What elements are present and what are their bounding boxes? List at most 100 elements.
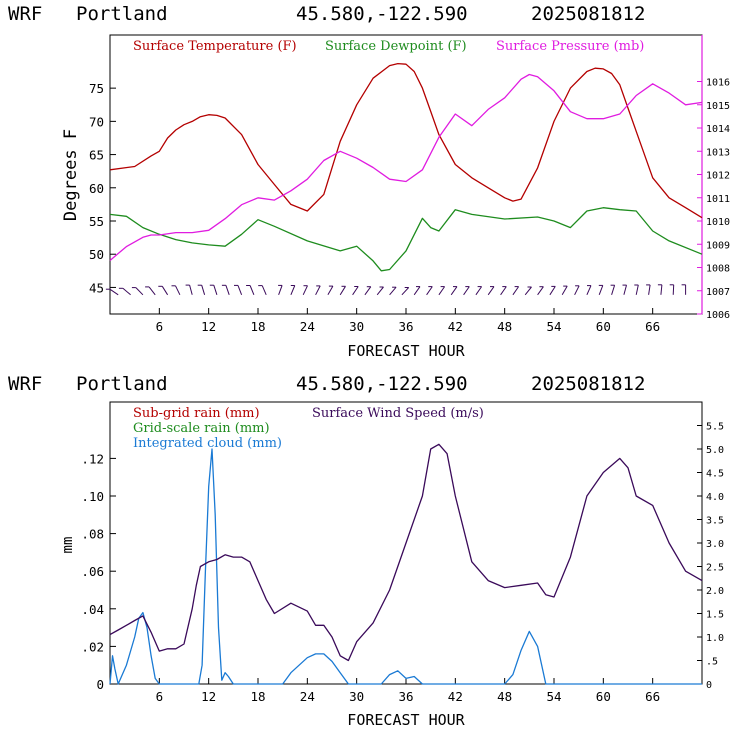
- top-chart: WRF Portland 45.580,-122.590 2025081812 …: [8, 3, 730, 360]
- wind-barb: [225, 285, 230, 295]
- x-tick-label: 66: [645, 689, 660, 704]
- wind-barb: [401, 287, 410, 296]
- x-tick-label: 36: [398, 319, 413, 334]
- x-tick-label: 30: [349, 319, 364, 334]
- x-tick-label: 54: [546, 689, 561, 704]
- y-tick-label: .10: [81, 489, 104, 504]
- y-tick-label: .12: [81, 451, 104, 466]
- y-tick-label: 70: [89, 114, 104, 129]
- y2-tick-label: 5.5: [706, 422, 724, 433]
- y2-tick-label: 1009: [706, 240, 730, 251]
- y-tick-label: 60: [89, 181, 104, 196]
- y2-tick-label: 1.5: [706, 610, 724, 621]
- bottom-y-axis-label: mm: [60, 537, 76, 554]
- x-tick-label: 60: [596, 319, 611, 334]
- bottom-y-ticks: 0 .02 .04 .06 .08 .10 .12: [81, 451, 116, 692]
- y-tick-label: .08: [81, 527, 104, 542]
- wind-barb: [135, 287, 144, 296]
- wind-barb: [109, 288, 119, 296]
- wind-barb: [574, 285, 580, 296]
- bottom-legend-gridscale-rain: Grid-scale rain (mm): [133, 421, 270, 436]
- x-tick-label: 24: [300, 319, 315, 334]
- top-header-coords: 45.580,-122.590: [296, 3, 468, 25]
- y2-tick-label: 1015: [706, 101, 730, 112]
- wind-barb: [189, 284, 193, 295]
- top-header-model: WRF: [8, 3, 42, 25]
- wind-barb: [261, 285, 267, 295]
- x-tick-label: 48: [497, 689, 512, 704]
- y2-tick-label: 1007: [706, 287, 730, 298]
- wind-barb: [537, 286, 544, 296]
- y2-tick-label: 3.0: [706, 539, 724, 550]
- top-x-ticks: 6 12 18 24 30 36 42 48 54 60 66: [156, 308, 660, 334]
- bottom-x-ticks: 6 12 18 24 30 36 42 48 54 60 66: [156, 678, 660, 704]
- y2-tick-label: 1008: [706, 264, 730, 275]
- bottom-header-model: WRF: [8, 373, 42, 395]
- y2-tick-label: 5.0: [706, 445, 724, 456]
- y2-tick-label: 0: [706, 680, 712, 691]
- bottom-x-axis-label: FORECAST HOUR: [347, 711, 465, 729]
- wind-barb: [389, 286, 397, 296]
- top-y-ticks: 45 50 55 60 65 70 75: [89, 81, 116, 295]
- y-tick-label: 0: [96, 677, 104, 692]
- y2-tick-label: 1010: [706, 217, 730, 228]
- bottom-y2-ticks: 0 .5 1.0 1.5 2.0 2.5 3.0 3.5 4.0 4.5 5.0 5.5: [697, 422, 724, 691]
- x-tick-label: 66: [645, 319, 660, 334]
- wind-barb: [201, 285, 206, 295]
- wind-barb: [290, 285, 296, 295]
- wind-barb: [635, 284, 639, 295]
- y-tick-label: .06: [81, 564, 104, 579]
- top-plot-frame: [109, 34, 703, 315]
- wind-barb: [611, 285, 616, 295]
- top-series: [109, 62, 703, 272]
- surface-pressure-line: [109, 73, 703, 261]
- wind-barb: [302, 285, 308, 296]
- y2-tick-label: 1006: [706, 310, 730, 321]
- y2-tick-label: 1011: [706, 194, 730, 205]
- y2-tick-label: 1012: [706, 171, 730, 182]
- bottom-legend-subgrid-rain: Sub-grid rain (mm): [133, 406, 260, 421]
- wind-barb: [249, 285, 255, 295]
- top-legend-dewpoint: Surface Dewpoint (F): [325, 39, 467, 54]
- y2-tick-label: 1014: [706, 124, 730, 135]
- wind-barb: [648, 284, 651, 295]
- surface-dewpoint-line: [109, 207, 703, 272]
- wind-barb: [475, 286, 483, 296]
- integrated-cloud-line: [109, 448, 702, 685]
- bottom-legend-integrated-cloud: Integrated cloud (mm): [133, 436, 282, 451]
- x-tick-label: 18: [250, 319, 265, 334]
- bottom-header-location: Portland: [76, 373, 168, 395]
- wind-barb: [315, 285, 321, 296]
- wind-barb: [413, 286, 421, 296]
- wind-barb: [327, 285, 334, 296]
- x-tick-label: 12: [201, 689, 216, 704]
- wind-barb: [122, 287, 131, 296]
- wind-barb: [161, 286, 169, 296]
- x-tick-label: 6: [156, 689, 164, 704]
- wind-barb: [487, 286, 495, 296]
- wind-barb: [339, 286, 346, 296]
- wind-barb: [148, 286, 156, 296]
- y-tick-label: .04: [81, 602, 104, 617]
- wind-barb: [352, 286, 359, 296]
- wind-barb: [623, 284, 627, 295]
- surface-temperature-line: [109, 62, 703, 219]
- x-tick-label: 36: [398, 689, 413, 704]
- y2-tick-label: 3.5: [706, 516, 724, 527]
- x-tick-label: 24: [300, 689, 315, 704]
- bottom-series: [109, 443, 703, 685]
- x-tick-label: 42: [448, 689, 463, 704]
- wind-barb: [364, 286, 372, 296]
- wind-barb: [213, 285, 218, 295]
- y-tick-label: 55: [89, 214, 104, 229]
- bottom-legend-wind-speed: Surface Wind Speed (m/s): [312, 406, 484, 421]
- x-tick-label: 42: [448, 319, 463, 334]
- wind-barb: [586, 285, 592, 296]
- wind-barb: [278, 285, 283, 295]
- wind-barb: [598, 285, 604, 295]
- x-tick-label: 12: [201, 319, 216, 334]
- top-legend-temperature: Surface Temperature (F): [133, 39, 297, 54]
- bottom-header-coords: 45.580,-122.590: [296, 373, 468, 395]
- wind-barb: [500, 286, 507, 296]
- x-tick-label: 48: [497, 319, 512, 334]
